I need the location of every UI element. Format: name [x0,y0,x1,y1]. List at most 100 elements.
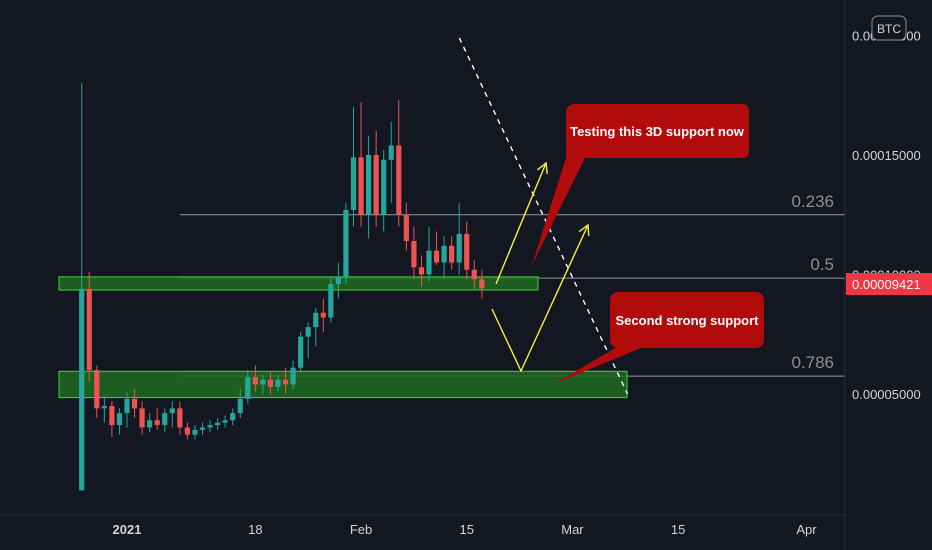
candle-body [381,159,387,215]
candle-body [162,413,168,426]
candle-body [131,398,138,409]
candle [237,389,243,418]
candle [433,231,440,265]
candle [79,83,85,491]
candle [260,374,266,394]
candle [116,408,123,435]
candle-body [426,250,432,275]
candle [290,360,296,390]
candle [449,236,455,270]
candle-body [313,312,319,328]
time-tick-label: 15 [460,522,474,537]
candle-body [441,245,447,263]
candle [403,202,409,251]
candle [154,408,160,430]
candle-body [94,370,100,409]
current-price-label: 0.00009421 [852,277,921,292]
symbol-badge-label: BTC [877,22,901,36]
callout-testing-support: Testing this 3D support now [532,104,749,265]
candle-body [388,145,394,160]
candle [245,370,251,404]
candle-body [79,288,85,491]
candles [79,83,485,491]
candle [192,425,198,440]
candle-body [366,155,372,215]
candle [298,331,304,373]
time-axis[interactable]: 2021 18 Feb 15 Mar 15 Apr [113,522,818,537]
candle [456,202,462,275]
candle-body [245,377,251,399]
candle [131,389,138,418]
candle [147,413,153,433]
candle [350,107,357,227]
candle-body [275,379,281,387]
candle [396,100,402,227]
candle [320,298,326,332]
support-zone [58,276,539,291]
candle-body [109,405,115,426]
callout-text: Testing this 3D support now [570,124,745,139]
candle [230,408,236,426]
candle [109,401,115,438]
candle-body [433,250,440,263]
current-price-tag: 0.00009421 [846,273,932,295]
candle-body [350,157,357,210]
annotations [458,37,629,395]
drop-and-bounce-arrow [491,223,590,373]
candle [124,391,130,428]
candle [313,307,319,347]
time-tick-label: 15 [671,522,685,537]
candle-body [124,398,130,414]
callout-second-support: Second strong support [554,292,764,384]
candle [358,102,364,227]
candle [328,276,334,323]
candle-body [267,379,274,387]
candle-body [320,312,326,318]
symbol-badge[interactable]: BTC [871,15,907,41]
candle-body [411,241,417,268]
candle-body [192,429,198,435]
fib-level-label: 0.5 [810,255,834,274]
candle [94,365,100,418]
candle-body [177,408,183,428]
candle-body [199,427,206,430]
candle [305,322,311,359]
candle-body [373,155,379,215]
candle [252,365,258,392]
candle [184,422,190,440]
candle-body [260,379,266,385]
candle-body [116,413,123,426]
candle-body [282,379,289,385]
candle [282,367,289,394]
candle-body [396,145,402,215]
candle-body [358,157,364,215]
candle-body [449,245,455,263]
time-tick-label: Feb [350,522,372,537]
candle-body [479,279,485,289]
candle [162,408,168,433]
time-tick-label: Mar [561,522,584,537]
candle-body [237,398,243,414]
candle-body [328,284,334,318]
candle-body [343,209,349,277]
candle [381,150,387,232]
fib-level-label: 0.236 [791,192,834,211]
price-tick-label: 0.00015000 [852,148,921,163]
candle-body [403,214,409,242]
candle [418,255,425,287]
time-tick-label: Apr [796,522,817,537]
candle-body [154,420,160,426]
candle [471,260,477,289]
candle-body [305,327,311,337]
candle-body [335,276,341,285]
candle-body [86,288,92,371]
candle [139,401,145,435]
candle [275,374,281,392]
candle-body [471,269,477,280]
candle-body [215,422,221,426]
candle [177,401,183,435]
candle-body [252,377,258,385]
candle-body [230,413,236,421]
